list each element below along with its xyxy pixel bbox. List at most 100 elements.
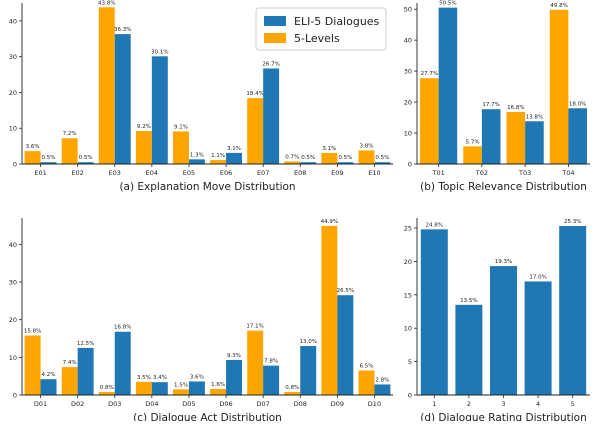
bar-c-eli5-D06 [226,359,243,395]
bar-a-5levels-E07 [247,98,264,164]
bar-label-a-eli5-E06: 3.1% [227,146,241,152]
bar-b-eli5-T04 [568,108,587,164]
bar-a-eli5-E02 [77,162,94,164]
chart-title-a: (a) Explanation Move Distribution [119,181,295,193]
bar-a-5levels-E06 [210,160,227,164]
x-tick-label-c-D07: D07 [257,400,270,408]
bar-label-a-5levels-E06: 1.1% [211,153,225,159]
bar-label-c-5levels-D01: 15.8% [24,328,41,334]
bar-b-eli5-T03 [525,121,544,164]
bar-a-5levels-E10 [358,150,375,164]
chart-title-c: (c) Dialogue Act Distribution [133,412,282,421]
bar-c-eli5-D02 [77,347,94,395]
legend: ELI-5 Dialogues 5-Levels [255,7,387,51]
y-tick-label-d: 15 [404,291,412,299]
bar-d-eli5-1 [420,229,448,395]
bar-label-a-eli5-E08: 0.5% [301,155,315,161]
bar-label-c-eli5-D08: 13.0% [299,339,316,345]
bar-label-c-eli5-D03: 16.8% [114,325,131,331]
bar-label-c-eli5-D09: 26.5% [337,288,354,294]
bar-label-a-5levels-E01: 3.6% [26,144,40,150]
bar-label-d-eli5-3: 19.3% [495,259,512,265]
x-tick-label-c-D01: D01 [34,400,47,408]
bar-label-d-eli5-5: 25.3% [564,219,581,225]
bar-label-c-eli5-D07: 7.8% [264,359,278,365]
bar-label-c-5levels-D07: 17.1% [246,324,263,330]
bar-label-c-5levels-D06: 1.6% [211,382,225,388]
bar-a-5levels-E03 [98,7,115,164]
bar-c-5levels-D08 [284,391,301,395]
y-tick-label-c: 30 [9,279,17,287]
bar-c-eli5-D01 [40,379,57,395]
x-tick-label-a-E03: E03 [109,169,121,177]
bar-label-b-5levels-T01: 27.7% [421,71,438,77]
bar-c-5levels-D06 [210,388,227,395]
bar-a-eli5-E03 [114,34,131,165]
chart-panel-a: 0102030403.6%0.5%E017.2%0.5%E0243.8%36.3… [9,0,393,193]
bar-a-eli5-E07 [263,68,280,164]
bar-label-d-eli5-4: 17.0% [529,274,546,280]
bar-label-c-5levels-D04: 3.5% [137,375,151,381]
bar-label-b-eli5-T04: 18.0% [569,101,586,107]
y-tick-label-d: 0 [408,392,412,400]
bar-label-c-5levels-D09: 44.9% [321,219,338,225]
bar-label-a-5levels-E09: 3.1% [322,146,336,152]
y-tick-label-b: 20 [404,99,412,107]
bar-c-eli5-D05 [188,381,205,395]
bar-c-eli5-D03 [114,331,131,395]
x-tick-label-a-E08: E08 [294,169,306,177]
x-tick-label-b-T02: T02 [475,169,488,177]
chart-panel-d: 0 5 10 15 20 25 24.8% 1 13.5% 2 19.3% 3 17.0% 4 25.3% 5… [404,218,590,424]
bar-label-c-eli5-D06: 9.3% [227,353,241,359]
bar-label-c-eli5-D01: 4.2% [42,372,56,378]
bar-d-eli5-2 [455,304,483,395]
x-tick-label-d-4: 4 [536,400,540,408]
bar-a-5levels-E01 [24,151,41,164]
bar-a-eli5-E05 [188,159,205,164]
bar-label-c-5levels-D08: 0.8% [285,385,299,391]
x-tick-label-a-E07: E07 [257,169,269,177]
bar-label-a-eli5-E04: 30.1% [151,49,168,55]
x-tick-label-c-D04: D04 [145,400,158,408]
legend-label-5levels: 5-Levels [294,32,340,45]
y-tick-label-c: 10 [9,354,17,362]
bar-label-c-eli5-D10: 2.8% [375,377,389,383]
x-tick-label-a-E04: E04 [146,169,158,177]
x-tick-label-a-E01: E01 [34,169,46,177]
bar-a-5levels-E09 [321,152,338,164]
chart-panel-c: 0 10 20 30 40 15.8% 4.2% D01 7.4% 12.5% D02 0.8% 16.… [9,218,393,424]
bar-a-eli5-E06 [226,152,243,164]
x-tick-label-c-D09: D09 [331,400,344,408]
bar-b-5levels-T02 [463,146,482,164]
bar-c-5levels-D07 [247,330,264,395]
x-tick-label-a-E02: E02 [71,169,83,177]
x-tick-label-a-E10: E10 [368,169,380,177]
bar-c-eli5-D04 [151,382,168,395]
legend-label-eli5: ELI-5 Dialogues [294,15,380,28]
bar-label-c-eli5-D05: 3.6% [190,374,204,380]
y-tick-label-d: 5 [408,358,412,366]
bar-c-5levels-D10 [358,370,375,395]
bar-label-b-eli5-T01: 50.5% [439,1,456,7]
x-tick-label-d-3: 3 [501,400,505,408]
bar-c-eli5-D10 [374,384,391,395]
bar-label-d-eli5-1: 24.8% [426,222,443,228]
x-tick-label-c-D08: D08 [294,400,307,408]
x-tick-label-b-T01: T01 [432,169,445,177]
bar-label-c-eli5-D04: 3.4% [153,375,167,381]
bar-a-5levels-E04 [135,131,152,164]
bar-label-a-eli5-E07: 26.7% [262,61,279,67]
y-tick-label-b: 0 [408,161,412,169]
x-tick-label-d-1: 1 [432,400,436,408]
y-tick-label-d: 10 [404,325,412,333]
bar-d-eli5-4 [524,281,552,395]
bar-b-eli5-T02 [481,109,501,164]
bar-label-a-eli5-E02: 0.5% [79,155,93,161]
bar-label-b-5levels-T03: 16.8% [507,105,524,111]
bar-c-5levels-D03 [98,391,115,395]
bar-label-d-eli5-2: 13.5% [460,298,477,304]
x-tick-label-b-T03: T03 [518,169,531,177]
bar-d-eli5-5 [559,226,587,395]
y-tick-label-d: 25 [404,225,412,233]
bar-a-eli5-E09 [337,162,354,164]
